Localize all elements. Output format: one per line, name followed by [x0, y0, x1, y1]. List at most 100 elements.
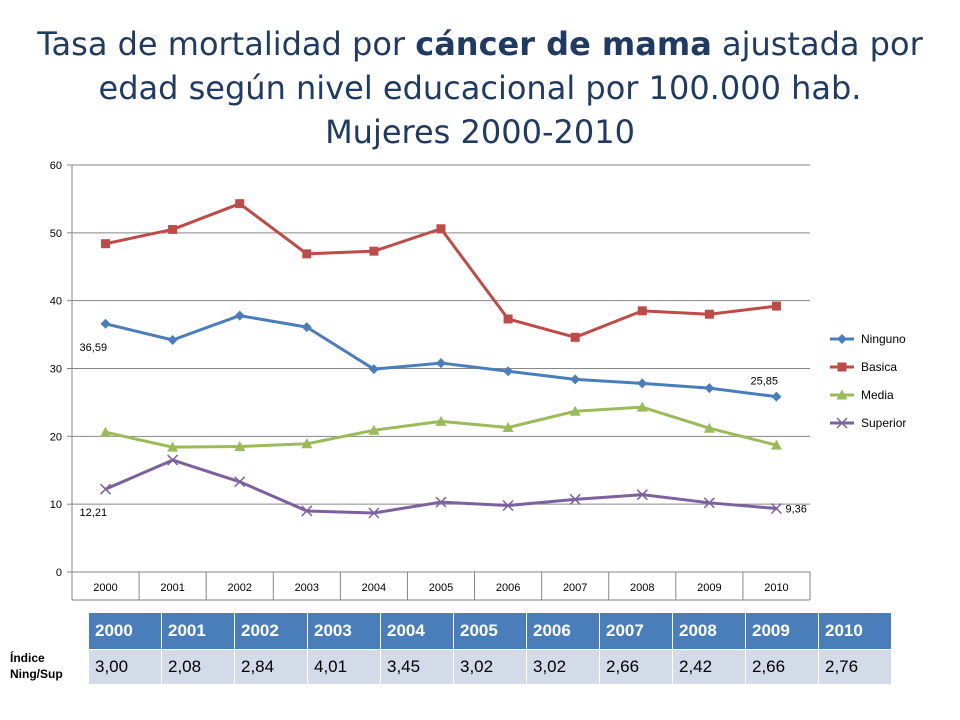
point-media-2006 [502, 422, 514, 433]
point-basica-2004 [369, 246, 379, 256]
series-line-ninguno [105, 314, 777, 399]
index-value-2010: 2,76 [818, 649, 892, 685]
index-year-2004: 2004 [380, 612, 454, 650]
point-basica-2009 [704, 309, 714, 319]
index-value-2003: 4,01 [307, 649, 381, 685]
point-superior-2002 [234, 476, 246, 488]
point-superior-2007 [569, 493, 581, 505]
point-ninguno-2003 [301, 322, 312, 333]
legend-label-superior: Superior [861, 416, 906, 430]
legend-label-media: Media [861, 388, 894, 402]
index-value-2009: 2,66 [745, 649, 819, 685]
legend-marker-media [836, 389, 848, 400]
x-tick-label-2006: 2006 [496, 582, 520, 594]
title-line-3: Mujeres 2000-2010 [325, 113, 635, 151]
x-tick-label-2008: 2008 [630, 582, 654, 594]
point-basica-2010 [771, 301, 781, 311]
point-basica-2003 [302, 249, 312, 259]
index-year-2009: 2009 [745, 612, 819, 650]
point-basica-2006 [503, 314, 513, 324]
data-label-superior-2000: 12,21 [80, 507, 108, 519]
y-tick-label-10: 10 [50, 499, 62, 511]
index-table: 2000 2001 2002 2003 2004 2005 2006 2007 2008 2009… [88, 612, 892, 685]
x-tick-label-2002: 2002 [227, 582, 251, 594]
point-ninguno-2008 [637, 378, 648, 389]
line-chart: 0 10 20 30 40 50 60 2000 2001 2002 2003 2004 2005 200… [50, 160, 906, 601]
point-media-2000 [100, 426, 112, 437]
y-tick-label-60: 60 [50, 160, 62, 172]
legend-label-basica: Basica [861, 360, 897, 374]
index-year-2007: 2007 [599, 612, 673, 650]
title-part-2: ajustada por [711, 25, 923, 63]
index-value-2005: 3,02 [453, 649, 527, 685]
series-line-basica [105, 202, 777, 339]
legend-label-ninguno: Ninguno [861, 332, 906, 346]
index-year-2010: 2010 [818, 612, 892, 650]
index-table-values-row: 3,00 2,08 2,84 4,01 3,45 3,02 3,02 2,66 2,42 2,66… [88, 649, 892, 685]
point-media-2001 [167, 441, 179, 452]
point-superior-2004 [368, 507, 380, 519]
series-line-superior [104, 458, 777, 515]
index-value-2006: 3,02 [526, 649, 600, 685]
x-tick-label-2004: 2004 [362, 582, 386, 594]
point-ninguno-2005 [436, 358, 446, 369]
y-tick-label-0: 0 [56, 567, 62, 579]
title-bold: cáncer de mama [415, 25, 712, 63]
point-ninguno-2007 [570, 374, 581, 385]
point-superior-2010 [770, 502, 782, 515]
point-superior-2005 [435, 496, 447, 508]
point-superior-2000 [100, 483, 112, 495]
index-value-2002: 2,84 [234, 649, 308, 685]
index-value-2004: 3,45 [380, 649, 454, 685]
index-value-2007: 2,66 [599, 649, 673, 685]
index-year-2000: 2000 [88, 612, 162, 650]
x-tick-label-2007: 2007 [563, 582, 587, 594]
point-ninguno-2001 [167, 335, 178, 346]
point-superior-2009 [703, 497, 715, 509]
index-year-2006: 2006 [526, 612, 600, 650]
y-tick-label-40: 40 [50, 296, 62, 308]
x-tick-label-2003: 2003 [295, 582, 319, 594]
point-media-2007 [569, 405, 581, 416]
legend-marker-basica [837, 362, 847, 372]
point-basica-2007 [570, 332, 580, 342]
point-basica-2001 [168, 224, 178, 234]
index-year-2008: 2008 [672, 612, 746, 650]
legend-marker-superior [836, 417, 848, 429]
y-tick-label-30: 30 [50, 364, 62, 376]
point-ninguno-2000 [100, 318, 111, 329]
point-basica-2005 [436, 224, 446, 234]
point-superior-2006 [502, 499, 514, 512]
data-label-ninguno-2000: 36,59 [80, 342, 108, 354]
point-basica-2000 [101, 239, 111, 249]
title-line-1: Tasa de mortalidad por cáncer de mama aj… [0, 22, 960, 66]
point-superior-2003 [301, 505, 313, 517]
point-media-2008 [636, 401, 648, 412]
y-tick-label-20: 20 [50, 431, 62, 443]
point-basica-2002 [235, 199, 245, 209]
chart-title: Tasa de mortalidad por cáncer de mama aj… [0, 22, 960, 154]
point-ninguno-2006 [503, 366, 514, 377]
point-media-2002 [234, 441, 246, 452]
data-label-ninguno-2010: 25,85 [750, 376, 778, 388]
point-media-2005 [435, 415, 447, 426]
y-tick-label-50: 50 [50, 228, 62, 240]
x-tick-label-2010: 2010 [764, 582, 788, 594]
point-basica-2008 [637, 306, 647, 316]
title-line-2: edad según nivel educacional por 100.000… [98, 69, 862, 107]
point-superior-2008 [636, 489, 648, 501]
point-media-2010 [770, 439, 782, 450]
index-year-2002: 2002 [234, 612, 308, 650]
point-media-2003 [301, 438, 313, 449]
index-label: Índice Ning/Sup [10, 651, 63, 681]
index-year-2001: 2001 [161, 612, 235, 650]
index-value-2000: 3,00 [88, 649, 162, 685]
index-table-header-row: 2000 2001 2002 2003 2004 2005 2006 2007 2008 2009… [88, 612, 892, 650]
x-tick-label-2001: 2001 [160, 582, 184, 594]
x-tick-label-2009: 2009 [697, 582, 721, 594]
point-superior-2001 [167, 454, 179, 466]
legend-marker-ninguno [837, 334, 847, 344]
point-media-2004 [368, 424, 380, 435]
x-tick-label-2000: 2000 [93, 582, 117, 594]
point-ninguno-2010 [771, 391, 782, 402]
